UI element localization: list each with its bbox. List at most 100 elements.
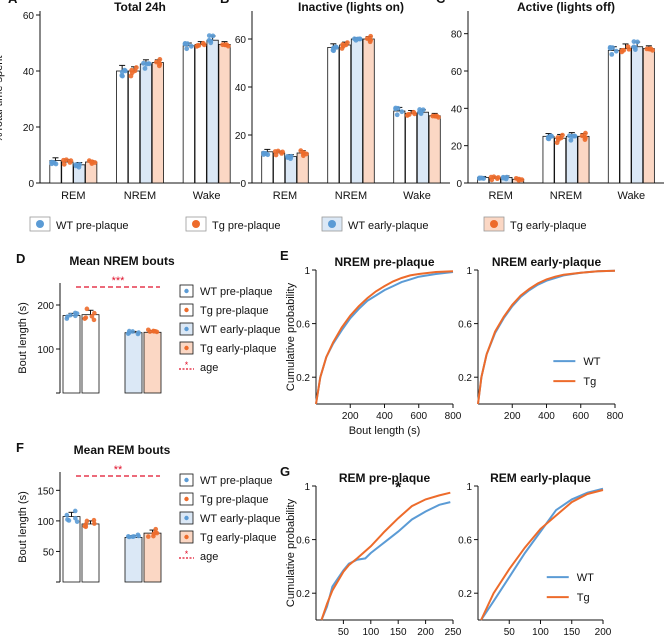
y-tick-label: 60 bbox=[451, 67, 463, 78]
bar-tg-pre-plaque bbox=[81, 314, 100, 394]
bar-wt-pre-plaque-wake bbox=[607, 50, 620, 184]
x-tick-label: 800 bbox=[445, 411, 462, 422]
point-wt-early-plaque bbox=[144, 61, 150, 67]
point-tg-early-plaque bbox=[157, 57, 163, 62]
point-wt-pre-plaque bbox=[64, 512, 70, 518]
y-tick-label: 40 bbox=[235, 83, 247, 94]
point-tg-pre-plaque bbox=[339, 46, 345, 51]
point-wt-early-plaque bbox=[418, 111, 424, 117]
x-tick-label: REM bbox=[273, 190, 297, 202]
x-tick-label: 600 bbox=[572, 411, 589, 422]
point-tg-early-plaque bbox=[648, 46, 654, 52]
point-wt-pre-plaque bbox=[331, 45, 336, 51]
y-tick-label: 40 bbox=[23, 67, 35, 78]
point-wt-pre-plaque bbox=[184, 46, 190, 52]
y-axis-label: Bout length (s) bbox=[17, 302, 29, 374]
point-tg-pre-plaque bbox=[555, 135, 561, 140]
bar-wt-early-plaque-nrem bbox=[565, 135, 578, 184]
legend-star-age: * bbox=[185, 549, 189, 559]
x-tick-label: 150 bbox=[563, 627, 580, 638]
bar-tg-pre-plaque-nrem bbox=[127, 70, 141, 184]
point-tg-pre-plaque bbox=[340, 42, 346, 47]
legend-label: Tg pre-plaque bbox=[212, 220, 281, 232]
x-tick-label: Wake bbox=[617, 190, 645, 202]
point-wt-pre-plaque bbox=[393, 106, 398, 112]
point-tg-early-plaque bbox=[298, 148, 304, 154]
y-tick-label: 60 bbox=[235, 35, 247, 46]
point-tg-pre-plaque bbox=[272, 149, 278, 154]
point-wt-pre-plaque bbox=[546, 134, 551, 140]
point-tg-pre-plaque bbox=[560, 132, 565, 138]
point-tg-early-plaque bbox=[154, 59, 159, 65]
y-tick-label: 100 bbox=[37, 345, 54, 356]
point-tg-pre-plaque bbox=[494, 176, 500, 182]
y-tick-label: 1 bbox=[466, 266, 472, 277]
legend-label: WT bbox=[577, 572, 594, 584]
bar-wt-early-plaque-wake bbox=[631, 46, 644, 184]
panel-title: NREM early-plaque bbox=[492, 255, 602, 269]
panel-e-nrem-pre-plaque: E NREM pre-plaque 0.2 0.6 1 200 400 600 800 Bout … bbox=[280, 248, 462, 437]
point-wt-early-plaque bbox=[285, 154, 290, 159]
panel-title: NREM pre-plaque bbox=[334, 255, 434, 269]
bar-tg-early-plaque-wake bbox=[218, 44, 231, 184]
bar-tg-pre-plaque-rem bbox=[273, 152, 286, 184]
x-tick-label: 400 bbox=[376, 411, 393, 422]
x-axis-label: Bout length (s) bbox=[349, 425, 421, 437]
point-tg-pre-plaque bbox=[82, 316, 88, 321]
y-tick-label: 0.2 bbox=[458, 373, 472, 384]
point-tg-pre-plaque bbox=[344, 40, 350, 46]
panel-title: REM pre-plaque bbox=[339, 471, 431, 485]
point-wt-early-plaque bbox=[135, 331, 141, 337]
point-wt-early-plaque bbox=[206, 33, 212, 38]
point-wt-early-plaque bbox=[142, 66, 148, 71]
point-tg-early-plaque bbox=[583, 130, 588, 136]
point-wt-pre-plaque bbox=[64, 316, 70, 321]
point-wt-pre-plaque bbox=[74, 311, 80, 316]
x-tick-label: NREM bbox=[335, 190, 367, 202]
legend-label: WT bbox=[583, 356, 600, 368]
bar-wt-pre-plaque-wake bbox=[393, 110, 406, 184]
y-tick-label: 1 bbox=[466, 482, 472, 493]
bar-wt-pre-plaque-nrem bbox=[327, 47, 340, 184]
main-legend: WT pre-plaque Tg pre-plaque WT early-plaqu… bbox=[29, 216, 586, 232]
panel-title: Mean NREM bouts bbox=[69, 254, 175, 268]
y-tick-label: 200 bbox=[37, 301, 54, 312]
y-tick-label: 20 bbox=[451, 142, 463, 153]
point-tg-pre-plaque bbox=[61, 157, 66, 163]
bar-tg-early-plaque-nrem bbox=[362, 38, 375, 184]
point-tg-early-plaque bbox=[579, 133, 585, 139]
x-tick-label: NREM bbox=[124, 190, 156, 202]
x-tick-label: 600 bbox=[410, 411, 427, 422]
point-tg-pre-plaque bbox=[406, 112, 412, 117]
point-wt-pre-plaque bbox=[394, 112, 400, 118]
legend-label: age bbox=[200, 551, 218, 563]
point-wt-pre-plaque bbox=[399, 109, 405, 115]
panel-label: D bbox=[16, 251, 25, 266]
y-axis-label: %Total time spent bbox=[0, 56, 5, 143]
y-tick-label: 0 bbox=[28, 179, 34, 190]
y-tick-label: 0.6 bbox=[296, 320, 310, 331]
panel-c-active: C Active (lights off) 0 20 40 60 80 REM NREM Wake bbox=[436, 0, 664, 202]
point-wt-early-plaque bbox=[131, 534, 137, 539]
y-tick-label: 150 bbox=[37, 486, 54, 497]
point-wt-early-plaque bbox=[208, 40, 214, 46]
point-tg-early-plaque bbox=[89, 161, 95, 166]
legend-marker-tg-early-plaque bbox=[184, 534, 189, 540]
point-tg-early-plaque bbox=[153, 526, 159, 532]
legend-label: Tg early-plaque bbox=[200, 343, 276, 355]
point-wt-pre-plaque bbox=[188, 43, 194, 49]
x-tick-label: 250 bbox=[445, 627, 462, 638]
point-tg-early-plaque bbox=[516, 177, 522, 183]
bar-wt-early-plaque-nrem bbox=[350, 38, 363, 184]
point-tg-pre-plaque bbox=[279, 150, 285, 156]
legend-marker-wt-pre-plaque bbox=[184, 477, 189, 483]
y-tick-label: 80 bbox=[451, 30, 463, 41]
point-wt-pre-plaque bbox=[119, 69, 125, 75]
bar-wt-early-plaque-nrem bbox=[139, 63, 153, 184]
x-tick-label: 50 bbox=[338, 627, 350, 638]
point-tg-pre-plaque bbox=[621, 47, 627, 53]
point-tg-early-plaque bbox=[146, 534, 151, 539]
